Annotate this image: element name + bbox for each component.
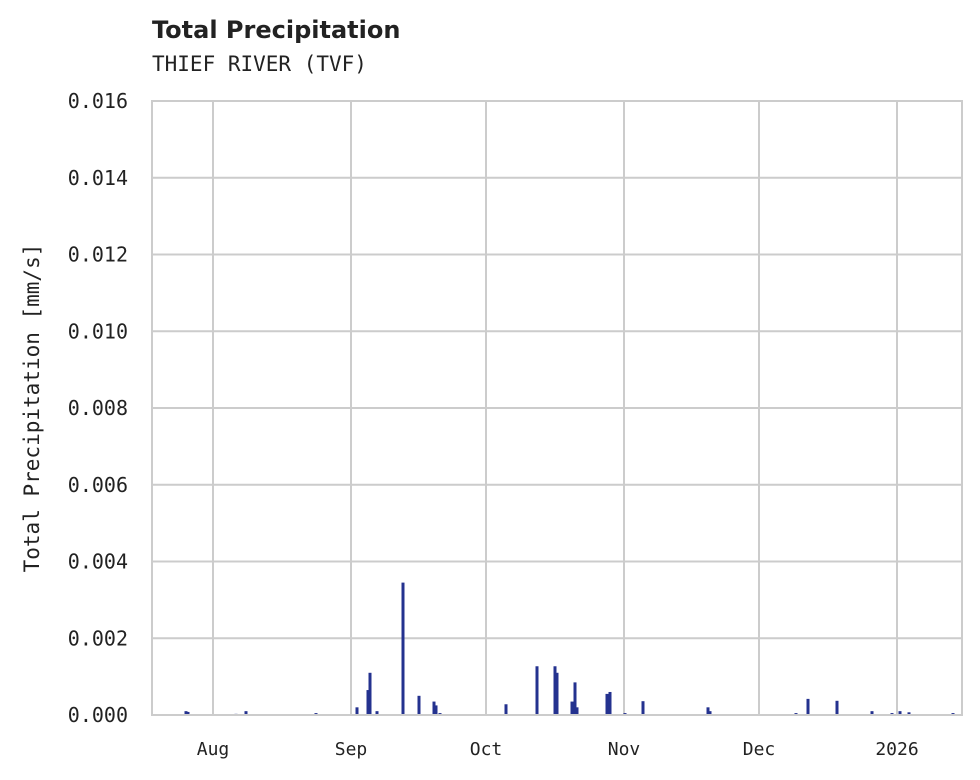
precipitation-bar bbox=[605, 693, 609, 715]
precipitation-bar bbox=[806, 698, 810, 715]
y-tick-label: 0.004 bbox=[68, 550, 128, 574]
x-tick-label: Nov bbox=[608, 739, 641, 760]
x-tick-label: Oct bbox=[470, 739, 503, 760]
precipitation-bar bbox=[368, 672, 372, 715]
y-axis-ticks: 0.000 0.002 0.004 0.006 0.008 0.010 0.012 0.014… bbox=[68, 89, 128, 727]
y-tick-label: 0.000 bbox=[68, 703, 128, 727]
x-axis-ticks: Aug Sep Oct Nov Dec 2026 bbox=[197, 739, 919, 760]
precipitation-bar bbox=[434, 705, 438, 715]
precipitation-bar bbox=[555, 672, 559, 715]
x-tick-label: Sep bbox=[335, 739, 368, 760]
precipitation-bar bbox=[907, 712, 911, 715]
y-tick-label: 0.010 bbox=[68, 319, 128, 343]
precipitation-bar bbox=[417, 695, 421, 715]
precipitation-bar bbox=[641, 701, 645, 715]
precipitation-bar bbox=[432, 701, 436, 715]
precipitation-bar bbox=[708, 711, 712, 715]
x-tick-label: Dec bbox=[743, 739, 776, 760]
precipitation-bar bbox=[870, 711, 874, 715]
precipitation-bar bbox=[553, 666, 557, 715]
y-tick-label: 0.008 bbox=[68, 396, 128, 420]
precipitation-bar bbox=[244, 711, 248, 715]
precipitation-bar bbox=[898, 711, 902, 715]
x-tick-label: Aug bbox=[197, 739, 230, 760]
chart-title: Total Precipitation bbox=[152, 16, 401, 44]
precipitation-bar bbox=[535, 666, 539, 715]
y-tick-label: 0.012 bbox=[68, 243, 128, 267]
grid-lines bbox=[152, 100, 962, 716]
y-tick-label: 0.006 bbox=[68, 473, 128, 497]
precipitation-bar bbox=[504, 704, 508, 715]
precipitation-bar bbox=[366, 690, 370, 715]
precipitation-bar bbox=[835, 700, 839, 715]
precipitation-bar bbox=[375, 711, 379, 715]
y-tick-label: 0.016 bbox=[68, 89, 128, 113]
y-tick-label: 0.002 bbox=[68, 626, 128, 650]
precipitation-bar bbox=[570, 701, 574, 715]
precipitation-bar bbox=[608, 691, 612, 715]
precipitation-bar bbox=[184, 711, 188, 715]
precipitation-bars bbox=[184, 582, 955, 716]
precipitation-bar bbox=[706, 707, 710, 715]
y-tick-label: 0.014 bbox=[68, 166, 128, 190]
precipitation-bar bbox=[355, 707, 359, 715]
precipitation-bar bbox=[186, 711, 190, 715]
chart-subtitle: THIEF RIVER (TVF) bbox=[152, 52, 367, 76]
precipitation-bar bbox=[401, 582, 405, 715]
x-tick-label: 2026 bbox=[875, 739, 918, 760]
precipitation-bar bbox=[573, 682, 577, 715]
precipitation-bar bbox=[575, 707, 579, 715]
plot-frame bbox=[151, 100, 963, 716]
